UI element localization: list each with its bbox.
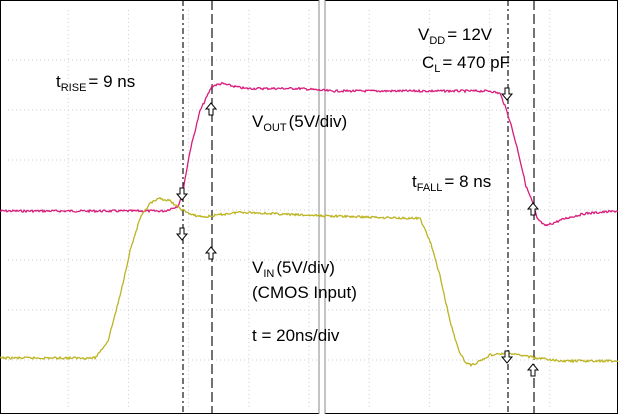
cursor-lines: [182, 0, 535, 414]
arrow-rise-end-out: [204, 102, 218, 116]
vout-series-label: VOUT (5V/div): [252, 112, 347, 134]
arrow-rise-start-in: [175, 227, 189, 241]
cl-annotation: CL = 470 pF: [422, 53, 510, 75]
trace-in: [0, 196, 618, 368]
tfall-annotation: tFALL = 8 ns: [412, 172, 491, 194]
arrow-fall-start-out: [500, 87, 514, 101]
time-scale-annotation: t = 20ns/div: [252, 326, 340, 345]
vdd-annotation: VDD = 12V: [418, 25, 493, 47]
measurement-arrows: [175, 87, 540, 377]
traces: [0, 81, 618, 368]
arrow-fall-start-in: [500, 350, 514, 364]
vin-series-label-line2: (CMOS Input): [252, 283, 357, 302]
arrow-fall-end-in: [526, 363, 540, 377]
trace-out: [0, 81, 618, 227]
vin-series-label: VIN (5V/div): [252, 258, 335, 280]
arrow-rise-end-in: [204, 246, 218, 260]
arrow-fall-end-out: [526, 202, 540, 216]
trise-annotation: tRISE = 9 ns: [56, 72, 135, 94]
arrow-rise-start-out: [175, 187, 189, 201]
